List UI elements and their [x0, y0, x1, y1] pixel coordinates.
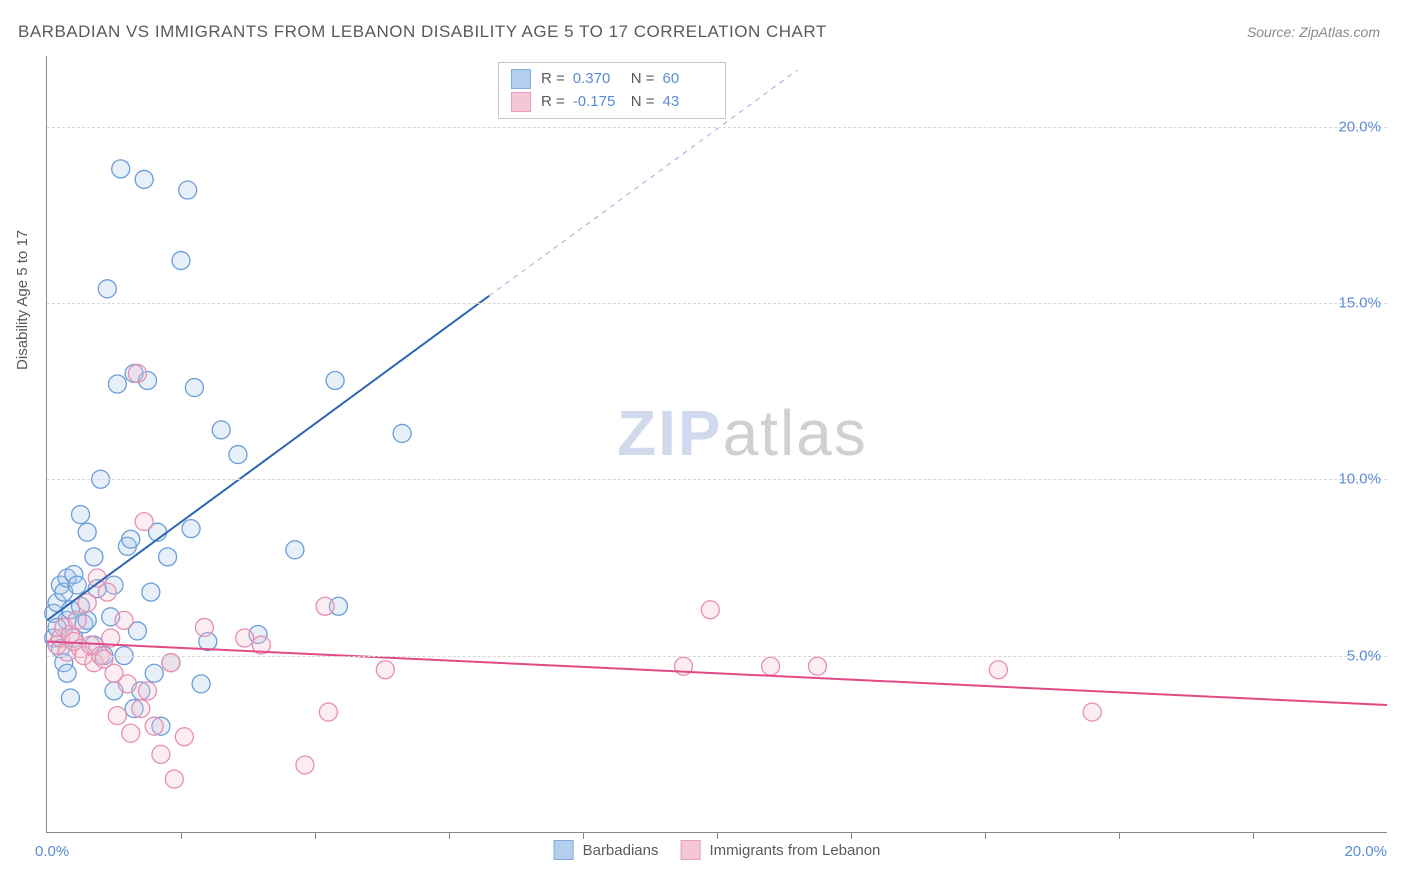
data-point: [212, 421, 230, 439]
stat-r-label: R =: [541, 91, 565, 114]
gridline: [47, 479, 1387, 480]
trend-line: [47, 296, 489, 621]
x-axis-max-label: 20.0%: [1344, 843, 1387, 860]
plot-area: ZIPatlas R =0.370N =60R =-0.175N =43 Bar…: [46, 56, 1387, 833]
data-point: [139, 682, 157, 700]
data-point: [135, 513, 153, 531]
data-point: [989, 661, 1007, 679]
y-axis-title: Disability Age 5 to 17: [14, 230, 31, 370]
y-tick-label: 15.0%: [1338, 294, 1381, 311]
x-tick: [449, 832, 450, 839]
data-point: [122, 530, 140, 548]
stat-r-value: 0.370: [573, 68, 623, 91]
legend-item: Barbadians: [554, 840, 659, 860]
data-point: [185, 379, 203, 397]
data-point: [701, 601, 719, 619]
data-point: [85, 548, 103, 566]
x-tick: [985, 832, 986, 839]
legend-swatch: [554, 840, 574, 860]
stat-n-value: 43: [663, 91, 713, 114]
stats-row: R = 0.370 N = 60: [511, 68, 713, 91]
legend-item: Immigrants from Lebanon: [680, 840, 880, 860]
data-point: [98, 280, 116, 298]
legend: Barbadians Immigrants from Lebanon: [554, 840, 881, 860]
data-point: [61, 689, 79, 707]
stat-r-label: R =: [541, 68, 565, 91]
data-point: [809, 657, 827, 675]
gridline: [47, 303, 1387, 304]
x-tick: [315, 832, 316, 839]
stat-n-label: N =: [631, 91, 655, 114]
data-point: [319, 703, 337, 721]
gridline: [47, 656, 1387, 657]
data-point: [132, 700, 150, 718]
data-point: [762, 657, 780, 675]
data-point: [192, 675, 210, 693]
data-point: [145, 664, 163, 682]
data-point: [112, 160, 130, 178]
data-point: [58, 664, 76, 682]
x-tick: [583, 832, 584, 839]
data-point: [1083, 703, 1101, 721]
data-point: [122, 724, 140, 742]
x-tick: [1119, 832, 1120, 839]
data-point: [182, 520, 200, 538]
source-attribution: Source: ZipAtlas.com: [1247, 24, 1380, 40]
data-point: [78, 523, 96, 541]
gridline: [47, 127, 1387, 128]
data-point: [68, 611, 86, 629]
data-point: [135, 170, 153, 188]
data-point: [159, 548, 177, 566]
data-point: [172, 252, 190, 270]
data-point: [108, 375, 126, 393]
series-swatch: [511, 69, 531, 89]
data-point: [108, 707, 126, 725]
data-point: [152, 745, 170, 763]
x-tick: [851, 832, 852, 839]
data-point: [142, 583, 160, 601]
data-point: [179, 181, 197, 199]
data-point: [72, 506, 90, 524]
y-tick-label: 10.0%: [1338, 471, 1381, 488]
y-tick-label: 5.0%: [1347, 647, 1381, 664]
stat-r-value: -0.175: [573, 91, 623, 114]
data-point: [326, 372, 344, 390]
x-tick: [717, 832, 718, 839]
data-point: [229, 446, 247, 464]
y-tick-label: 20.0%: [1338, 118, 1381, 135]
stat-n-label: N =: [631, 68, 655, 91]
x-tick: [181, 832, 182, 839]
data-point: [296, 756, 314, 774]
data-point: [316, 597, 334, 615]
data-point: [98, 583, 116, 601]
data-point: [393, 424, 411, 442]
x-tick: [1253, 832, 1254, 839]
trend-line: [47, 642, 1387, 705]
data-point: [115, 611, 133, 629]
data-point: [165, 770, 183, 788]
data-point: [118, 675, 136, 693]
data-point: [175, 728, 193, 746]
legend-label: Immigrants from Lebanon: [709, 842, 880, 859]
series-swatch: [511, 92, 531, 112]
data-point: [376, 661, 394, 679]
x-axis-min-label: 0.0%: [35, 843, 69, 860]
chart-svg: [47, 56, 1387, 832]
legend-swatch: [680, 840, 700, 860]
data-point: [145, 717, 163, 735]
data-point: [68, 576, 86, 594]
data-point: [128, 364, 146, 382]
stat-n-value: 60: [663, 68, 713, 91]
data-point: [195, 618, 213, 636]
chart-title: BARBADIAN VS IMMIGRANTS FROM LEBANON DIS…: [18, 22, 827, 42]
legend-label: Barbadians: [583, 842, 659, 859]
stats-box: R = 0.370 N = 60 R = -0.175 N = 43: [498, 62, 726, 119]
stats-row: R = -0.175 N = 43: [511, 91, 713, 114]
data-point: [286, 541, 304, 559]
data-point: [236, 629, 254, 647]
